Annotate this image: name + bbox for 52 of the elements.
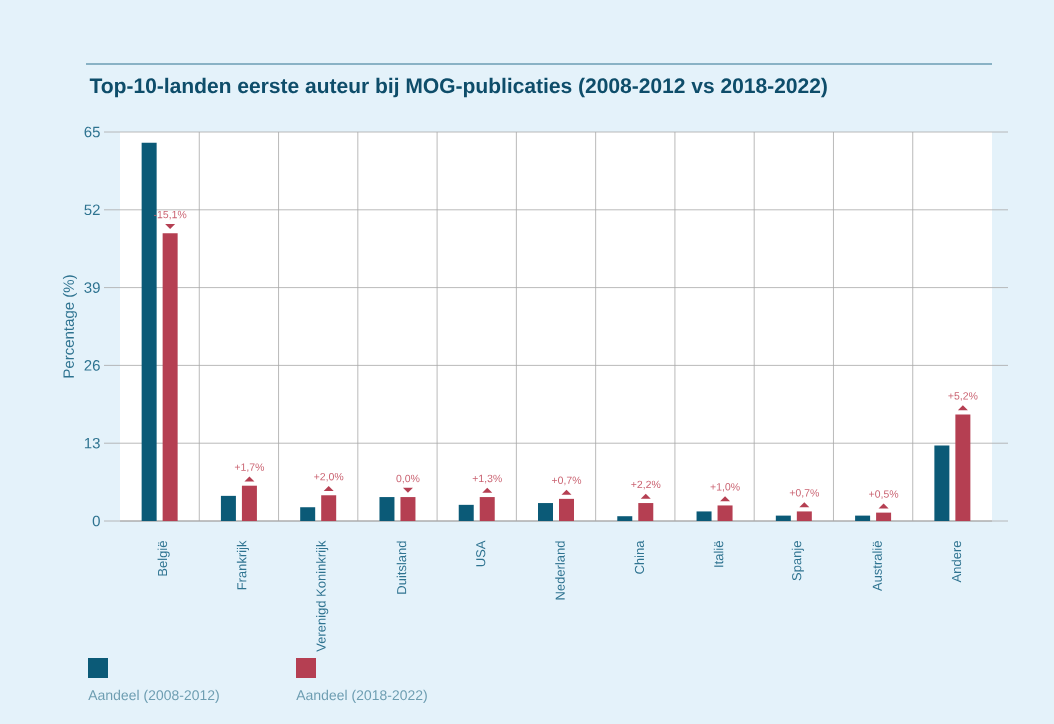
annotation: +5,2% xyxy=(948,392,978,401)
bar xyxy=(479,497,495,521)
x-tick-label: Italië xyxy=(713,541,724,567)
y-tick-label: 39 xyxy=(84,282,100,293)
bar xyxy=(220,495,236,521)
annotation: +0,7% xyxy=(789,489,819,498)
y-tick-label: 65 xyxy=(84,126,100,138)
bar xyxy=(321,495,337,521)
x-tick-label: Duitsland xyxy=(396,541,407,594)
annotation: +1,7% xyxy=(234,463,265,473)
bar xyxy=(796,511,812,521)
y-tick-label: 26 xyxy=(84,360,100,371)
bar xyxy=(458,504,474,521)
annotation: +2,2% xyxy=(631,480,661,490)
bar xyxy=(876,512,892,521)
bar xyxy=(717,505,733,521)
bar xyxy=(638,503,654,521)
bar xyxy=(855,515,871,521)
bar xyxy=(379,497,395,521)
y-tick-label: 0 xyxy=(92,515,100,527)
annotation: +1,0% xyxy=(710,483,740,492)
y-axis-title: Percentage (%) xyxy=(62,275,77,378)
bar xyxy=(241,485,257,521)
chart-title: Top-10-landen eerste auteur bij MOG-publicaties (2008-2012 vs 2018-2022) xyxy=(89,77,827,98)
x-tick-label: Australië xyxy=(872,541,882,592)
x-tick-label: Frankrijk xyxy=(236,540,249,590)
y-tick-label: 13 xyxy=(84,437,100,449)
bar xyxy=(955,414,971,521)
bar xyxy=(775,515,791,521)
bar xyxy=(559,498,575,521)
annotation: +0,7% xyxy=(551,476,582,486)
bar xyxy=(162,233,178,521)
annotation: +0,5% xyxy=(869,490,899,499)
annotation: +2,0% xyxy=(314,472,344,482)
annotation: +1,3% xyxy=(472,474,502,484)
annotation: 0,0% xyxy=(396,474,420,484)
x-tick-label: Spanje xyxy=(791,541,804,581)
x-tick-label: Verenigd Koninkrijk xyxy=(316,540,329,652)
bar xyxy=(300,507,316,521)
legend-label: Aandeel (2018-2022) xyxy=(296,689,427,703)
y-tick-label: 52 xyxy=(84,204,100,216)
x-tick-label: België xyxy=(157,541,170,576)
x-tick-label: China xyxy=(634,540,645,574)
bar xyxy=(538,503,554,521)
x-tick-label: Nederland xyxy=(555,541,565,600)
x-tick-label: Andere xyxy=(951,541,962,583)
x-tick-label: USA xyxy=(476,540,486,567)
legend-label: Aandeel (2008-2012) xyxy=(88,689,219,703)
bar xyxy=(617,516,633,521)
bar xyxy=(400,497,416,521)
bar xyxy=(934,445,950,521)
bar xyxy=(696,511,712,521)
